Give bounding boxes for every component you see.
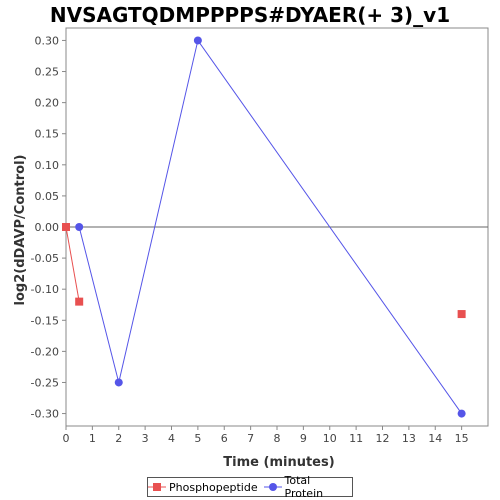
x-tick-label: 14: [428, 432, 442, 445]
x-tick-label: 15: [455, 432, 469, 445]
x-tick-label: 10: [323, 432, 337, 445]
y-tick-label: -0.30: [31, 408, 59, 421]
legend-swatch-total-protein: [263, 483, 282, 491]
legend-item-phosphopeptide: Phosphopeptide: [148, 481, 258, 494]
y-tick-label: -0.15: [31, 314, 59, 327]
y-tick-label: 0.15: [35, 128, 60, 141]
y-tick-label: 0.30: [35, 34, 60, 47]
legend-label-phosphopeptide: Phosphopeptide: [169, 480, 258, 494]
x-tick-label: 8: [274, 432, 281, 445]
x-tick-label: 11: [349, 432, 363, 445]
data-point-phosphopeptide: [457, 310, 466, 319]
x-tick-label: 3: [142, 432, 149, 445]
y-axis-label: log2(dDAVP/Control): [13, 155, 28, 306]
x-tick-label: 2: [115, 432, 122, 445]
x-tick-label: 1: [89, 432, 96, 445]
data-point-total-protein: [75, 223, 84, 231]
data-point-phosphopeptide: [75, 297, 84, 306]
legend-label-total-protein: Total Protein: [284, 474, 324, 500]
y-tick-label: -0.10: [31, 283, 59, 296]
y-tick-label: -0.20: [31, 345, 59, 358]
legend-item-total-protein: Total Protein: [263, 474, 352, 500]
series-line-phosphopeptide: [65, 226, 80, 302]
x-tick-label: 9: [300, 432, 307, 445]
data-point-total-protein: [457, 409, 466, 418]
x-tick-label: 6: [221, 432, 228, 445]
legend: Phosphopeptide Total Protein: [147, 474, 353, 500]
y-tick-label: 0.20: [35, 97, 60, 110]
chart-title: NVSAGTQDMPPPPS#DYAER(+ 3)_v1: [49, 3, 451, 27]
legend-swatch-phosphopeptide: [148, 483, 166, 491]
y-tick-label: 0.25: [35, 66, 60, 79]
data-point-phosphopeptide: [62, 223, 70, 231]
x-tick-label: 12: [376, 432, 390, 445]
y-tick-label: -0.05: [31, 252, 59, 265]
x-tick-label: 0: [63, 432, 70, 445]
x-tick-label: 5: [194, 432, 201, 445]
y-tick-label: 0.10: [35, 159, 60, 172]
x-tick-label: 13: [402, 432, 416, 445]
series-line-total-protein: [78, 39, 463, 414]
y-tick-label: 0.05: [35, 190, 60, 203]
x-tick-label: 4: [168, 432, 175, 445]
data-point-total-protein: [193, 36, 202, 45]
x-tick-label: 7: [247, 432, 254, 445]
y-tick-label: -0.25: [31, 376, 59, 389]
plot-group: -0.30 -0.25 -0.20 -0.15 -0.10 -0.05 0.00 0.05 0.…: [31, 27, 489, 445]
y-tick-label: 0.00: [35, 221, 60, 234]
data-point-total-protein: [114, 378, 123, 387]
x-axis-label: Time (minutes): [223, 455, 334, 470]
